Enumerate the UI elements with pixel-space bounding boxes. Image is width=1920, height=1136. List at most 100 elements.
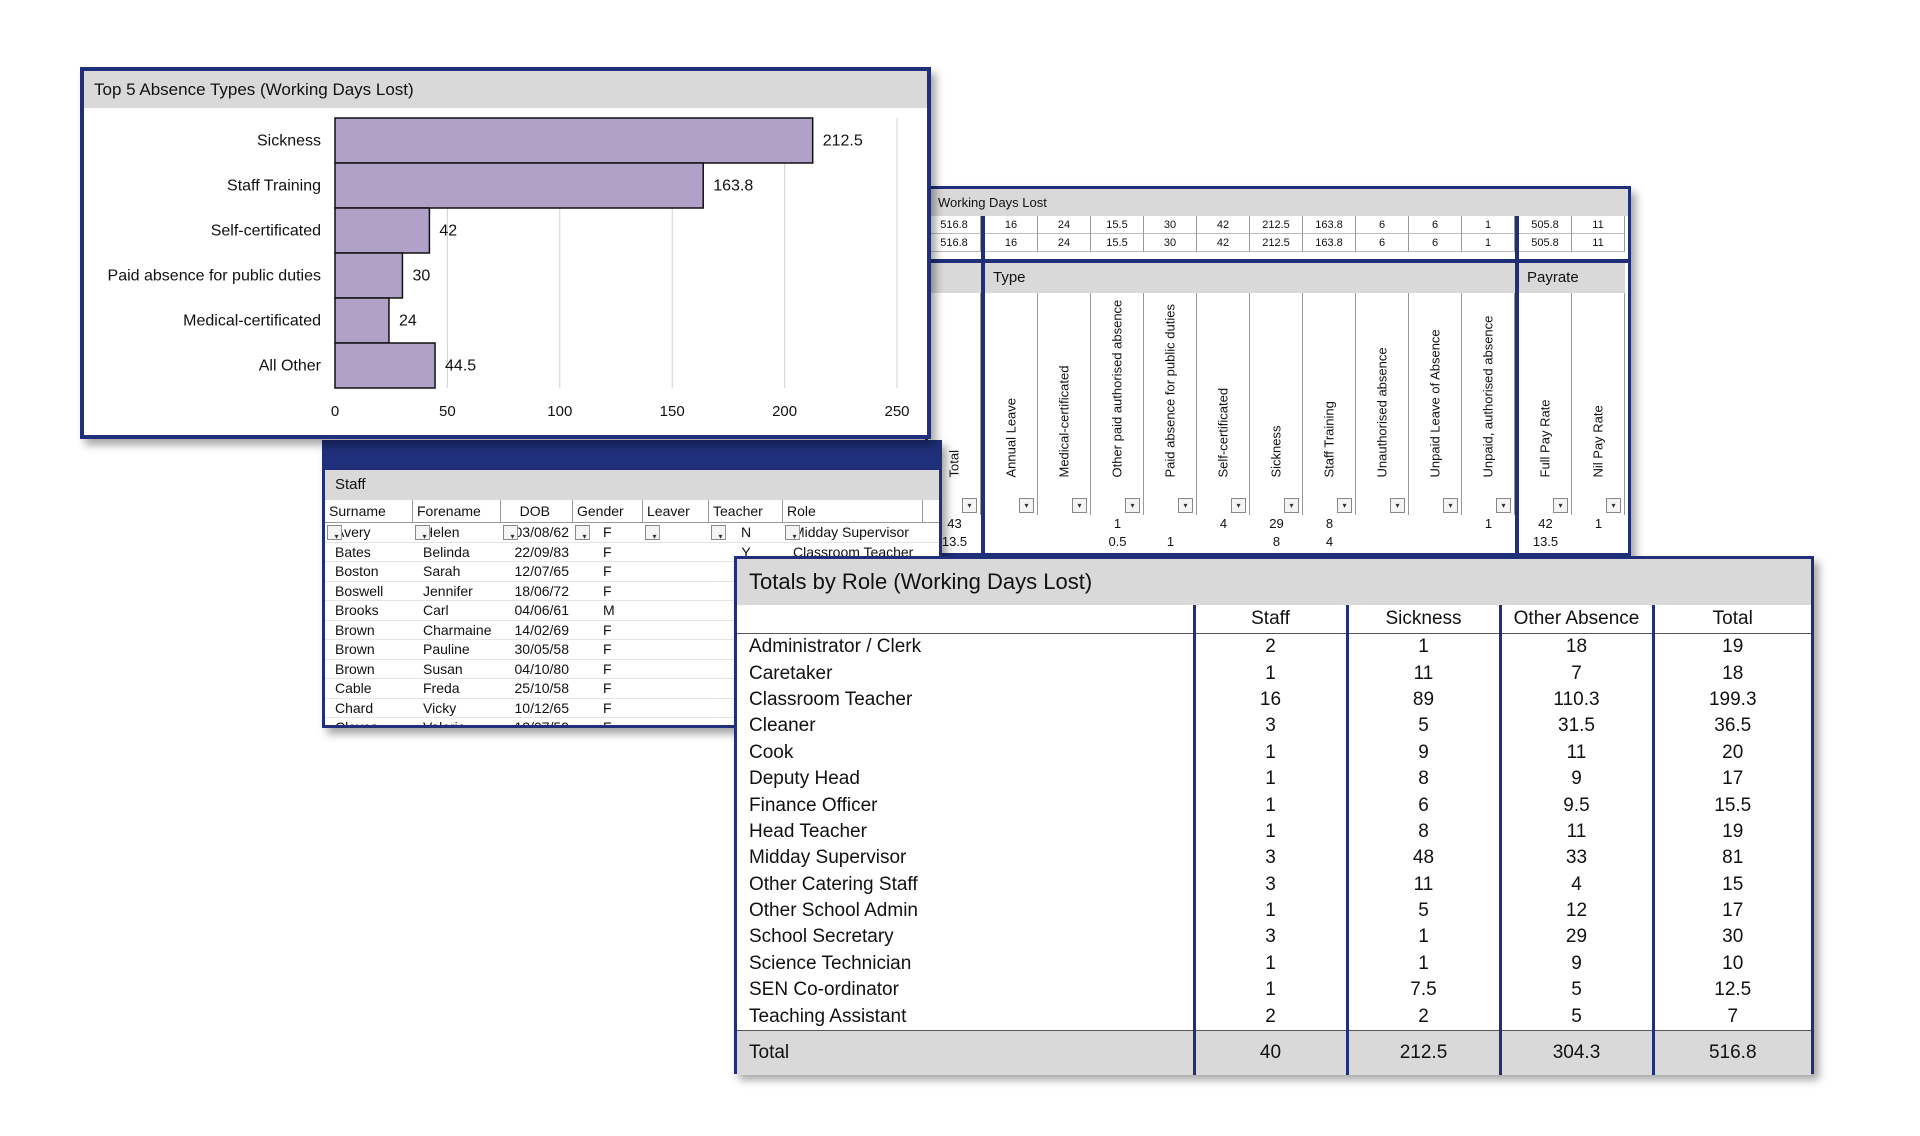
value-cell: 20	[1651, 739, 1811, 766]
staff-row[interactable]: Brooks Carl 04/06/61 M	[325, 601, 939, 621]
summary-cell: 6	[1409, 234, 1462, 252]
filter-dropdown-button[interactable]: ▾	[645, 525, 660, 541]
staff-cell: M	[603, 602, 615, 618]
staff-cell: Brown	[335, 621, 375, 638]
column-header-other-paid-authorised-absence: Other paid authorised absence ▾	[1091, 293, 1144, 515]
summary-cell: 6	[1409, 216, 1462, 234]
summary-cell: 30	[1144, 234, 1197, 252]
role-name: Science Technician	[749, 952, 912, 974]
total-section-blank	[928, 263, 981, 293]
staff-header-label: Surname	[329, 503, 386, 519]
bar-paid-absence-for-public-duties	[334, 252, 404, 299]
filter-dropdown-button[interactable]: ▾	[1606, 498, 1621, 513]
filter-dropdown-button[interactable]: ▾	[1072, 498, 1087, 513]
filter-dropdown-button[interactable]: ▾	[711, 525, 726, 541]
x-tick-label: 100	[547, 403, 572, 420]
staff-row[interactable]: Avery Helen 03/08/62 F N Midday Supervisor	[325, 523, 939, 543]
staff-row[interactable]: Cable Freda 25/10/58 F	[325, 679, 939, 699]
filter-dropdown-button[interactable]: ▾	[1553, 498, 1568, 513]
role-row: Midday Supervisor 3 48 33 81	[737, 845, 1811, 872]
value-cell: 1	[1345, 633, 1500, 661]
category-label: Self-certificated	[211, 223, 321, 240]
wdl-cell: 1	[1166, 534, 1175, 549]
column-group-divider	[1515, 216, 1519, 553]
staff-row[interactable]: Brown Charmaine 14/02/69 F	[325, 621, 939, 640]
value-cell: 1	[1192, 765, 1347, 793]
wdl-cell: 8	[1325, 516, 1334, 531]
filter-dropdown-button[interactable]: ▾	[785, 525, 800, 541]
staff-cell: 10/12/65	[514, 699, 570, 716]
summary-cell: 15.5	[1091, 216, 1144, 234]
column-header-unauthorised-absence: Unauthorised absence ▾	[1356, 293, 1409, 515]
staff-cell: Sarah	[423, 563, 461, 579]
data-label: 44.5	[445, 358, 476, 375]
value-cell: 15.5	[1651, 792, 1811, 819]
role-name: Finance Officer	[749, 794, 878, 816]
staff-cell: F	[603, 699, 612, 716]
filter-dropdown-button[interactable]: ▾	[1390, 498, 1405, 513]
role-row: Other Catering Staff 3 11 4 15	[737, 871, 1811, 898]
staff-row[interactable]: Bates Belinda 22/09/83 F Y Classroom Teacher	[325, 543, 939, 562]
staff-cell: 14/02/69	[514, 621, 570, 638]
staff-cell: Chard	[335, 699, 374, 716]
filter-dropdown-button[interactable]: ▾	[1019, 498, 1034, 513]
staff-cell: F	[603, 641, 612, 657]
filter-dropdown-button[interactable]: ▾	[1337, 498, 1352, 513]
data-label: 42	[439, 223, 457, 240]
value-cell: 1	[1192, 977, 1347, 1004]
value-cell: 12	[1498, 897, 1653, 925]
summary-cell: 516.8	[928, 234, 981, 252]
value-cell: 1	[1192, 660, 1347, 687]
staff-header-label: Teacher	[713, 503, 763, 519]
filter-dropdown-button[interactable]: ▾	[1178, 498, 1193, 513]
staff-cell: Pauline	[423, 641, 470, 657]
column-header-label: Other paid authorised absence	[1109, 299, 1125, 478]
value-cell: 212.5	[1345, 1029, 1500, 1075]
filter-dropdown-button[interactable]: ▾	[1125, 498, 1140, 513]
value-cell: 12.5	[1651, 977, 1811, 1004]
value-cell: 19	[1651, 818, 1811, 846]
role-row: Administrator / Clerk 2 1 18 19	[737, 633, 1811, 661]
value-cell: 29	[1498, 924, 1653, 951]
summary-cell: 505.8	[1519, 234, 1572, 252]
column-header-annual-leave: Annual Leave ▾	[985, 293, 1038, 515]
staff-cell	[643, 562, 709, 581]
column-header-label: Paid absence for public duties	[1162, 304, 1178, 478]
staff-title: Staff	[325, 470, 939, 500]
value-cell: 15	[1651, 871, 1811, 898]
filter-dropdown-button[interactable]: ▾	[575, 525, 590, 541]
filter-dropdown-button[interactable]: ▾	[415, 525, 430, 541]
value-cell: 7.5	[1345, 977, 1500, 1004]
filter-dropdown-button[interactable]: ▾	[327, 525, 342, 541]
column-header-self-certificated: Self-certificated ▾	[1197, 293, 1250, 515]
value-cell: 11	[1498, 739, 1653, 766]
staff-row[interactable]: Cloves Valerie 12/07/59 F	[325, 718, 939, 725]
staff-header-row: Surname ▾ Forename ▾ DOB ▾ Gender ▾ Leaver ▾ Teach…	[325, 500, 939, 541]
x-tick-label: 50	[439, 403, 456, 420]
staff-row[interactable]: Boston Sarah 12/07/65 F	[325, 562, 939, 582]
filter-dropdown-button[interactable]: ▾	[1443, 498, 1458, 513]
value-cell: 516.8	[1651, 1029, 1811, 1075]
column-header-full-pay-rate: Full Pay Rate ▾	[1519, 293, 1572, 515]
filter-dropdown-button[interactable]: ▾	[1231, 498, 1246, 513]
summary-cell: 163.8	[1303, 234, 1356, 252]
staff-header-gender: Gender ▾	[573, 500, 643, 541]
staff-cell: Brown	[335, 660, 375, 677]
staff-header-label: Gender	[577, 503, 624, 519]
staff-row[interactable]: Chard Vicky 10/12/65 F	[325, 699, 939, 718]
staff-row[interactable]: Boswell Jennifer 18/06/72 F	[325, 582, 939, 601]
staff-cell	[643, 640, 709, 659]
wdl-cell: 29	[1269, 516, 1284, 531]
filter-dropdown-button[interactable]: ▾	[962, 498, 977, 513]
filter-dropdown-button[interactable]: ▾	[1496, 498, 1511, 513]
staff-row[interactable]: Brown Susan 04/10/80 F	[325, 660, 939, 679]
wdl-cell: 13.5	[1532, 534, 1559, 549]
role-name: Midday Supervisor	[749, 847, 907, 869]
staff-row[interactable]: Brown Pauline 30/05/58 F	[325, 640, 939, 660]
data-label: 24	[399, 313, 417, 330]
filter-dropdown-button[interactable]: ▾	[503, 525, 518, 541]
role-row: Finance Officer 1 6 9.5 15.5	[737, 792, 1811, 819]
filter-dropdown-button[interactable]: ▾	[1284, 498, 1299, 513]
staff-cell: F	[603, 543, 612, 560]
staff-cell: Classroom Teacher	[793, 543, 914, 560]
